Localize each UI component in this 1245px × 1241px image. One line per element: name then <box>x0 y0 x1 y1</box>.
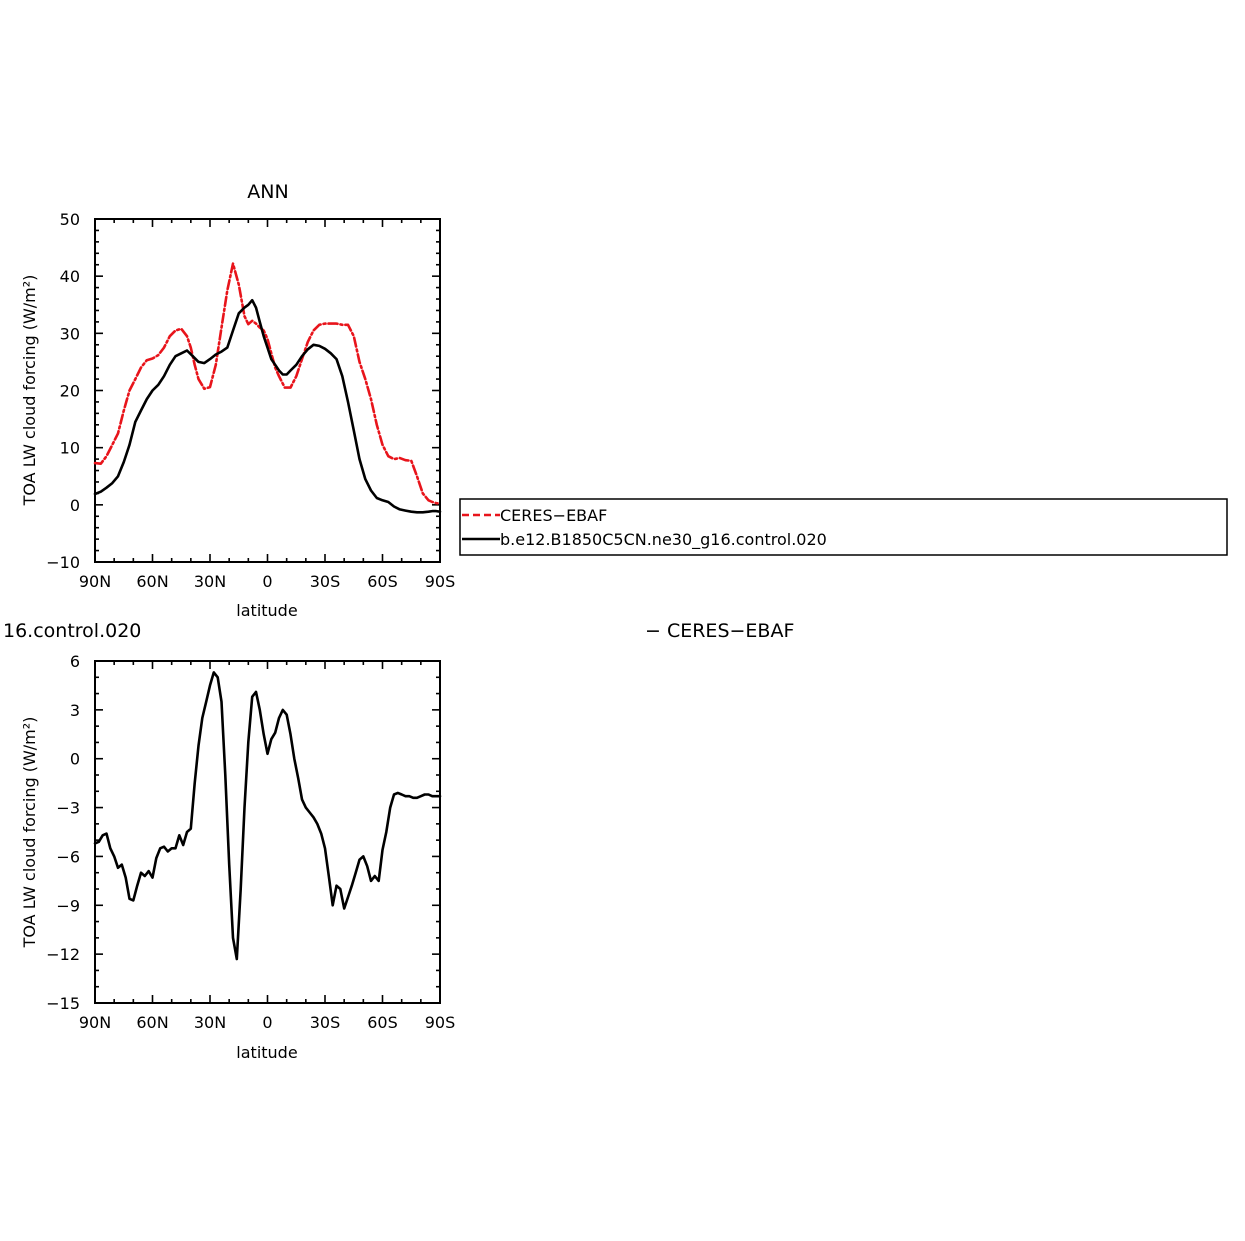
bottom-y-tick-label: −12 <box>46 945 80 964</box>
top-x-axis-title: latitude <box>236 601 297 620</box>
bottom-y-tick-label: −3 <box>56 799 80 818</box>
bottom-ticks: 90N 60N 30N 0 30S 60S 90S −15 −12 −9 −6 −3 0 3 6 <box>46 652 455 1032</box>
top-x-tick-label: 60N <box>136 572 168 591</box>
top-series-line-1 <box>93 298 442 514</box>
top-panel: ANN 90N 60N 30N 0 30S 60S 90S −10 0 10 20 30 40 50 la… <box>20 181 455 620</box>
top-x-tick-label: 30S <box>310 572 341 591</box>
bottom-x-tick-label: 0 <box>262 1013 272 1032</box>
bottom-y-tick-label: 0 <box>70 750 80 769</box>
top-plot-title: ANN <box>247 181 288 203</box>
bottom-series-line-0 <box>93 671 442 961</box>
legend-entry-ceres: CERES−EBAF <box>500 506 607 525</box>
legend: CERES−EBAF b.e12.B1850C5CN.ne30_g16.cont… <box>459 498 1228 556</box>
top-ticks: 90N 60N 30N 0 30S 60S 90S −10 0 10 20 30 40 50 <box>46 210 455 591</box>
bottom-x-tick-label: 90N <box>79 1013 111 1032</box>
bottom-panel: 16.control.020 − CERES−EBAF 90N 60N 30N 0 30… <box>3 620 794 1062</box>
bottom-plot-title-right: − CERES−EBAF <box>645 620 794 642</box>
bottom-plot-title-left: 16.control.020 <box>3 620 141 642</box>
legend-entry-model: b.e12.B1850C5CN.ne30_g16.control.020 <box>500 530 827 550</box>
bottom-y-tick-label: −9 <box>56 896 80 915</box>
bottom-plot-frame <box>94 660 441 1004</box>
top-y-tick-label: 0 <box>70 496 80 515</box>
top-x-tick-label: 30N <box>194 572 226 591</box>
bottom-y-tick-label: −15 <box>46 994 80 1013</box>
bottom-series <box>93 671 442 961</box>
top-y-tick-label: 30 <box>60 324 80 343</box>
bottom-y-tick-label: 3 <box>70 701 80 720</box>
bottom-x-axis-title: latitude <box>236 1043 297 1062</box>
bottom-x-tick-label: 30N <box>194 1013 226 1032</box>
bottom-y-axis-title: TOA LW cloud forcing (W/m²) <box>20 717 39 949</box>
bottom-x-tick-label: 30S <box>310 1013 341 1032</box>
top-x-tick-label: 90S <box>425 572 456 591</box>
top-y-tick-label: 20 <box>60 382 80 401</box>
bottom-y-tick-label: 6 <box>70 652 80 671</box>
top-series-line-0 <box>93 262 442 506</box>
bottom-x-tick-label: 60S <box>367 1013 398 1032</box>
top-y-axis-title: TOA LW cloud forcing (W/m²) <box>20 275 39 507</box>
bottom-x-tick-label: 60N <box>136 1013 168 1032</box>
top-series <box>93 262 442 514</box>
legend-box <box>459 498 1228 556</box>
top-y-tick-label: 10 <box>60 439 80 458</box>
top-plot-frame <box>94 218 441 563</box>
bottom-x-tick-label: 90S <box>425 1013 456 1032</box>
top-y-tick-label: 50 <box>60 210 80 229</box>
top-x-tick-label: 0 <box>262 572 272 591</box>
top-x-tick-label: 60S <box>367 572 398 591</box>
top-y-tick-label: 40 <box>60 267 80 286</box>
top-x-tick-label: 90N <box>79 572 111 591</box>
bottom-y-tick-label: −6 <box>56 847 80 866</box>
top-y-tick-label: −10 <box>46 553 80 572</box>
